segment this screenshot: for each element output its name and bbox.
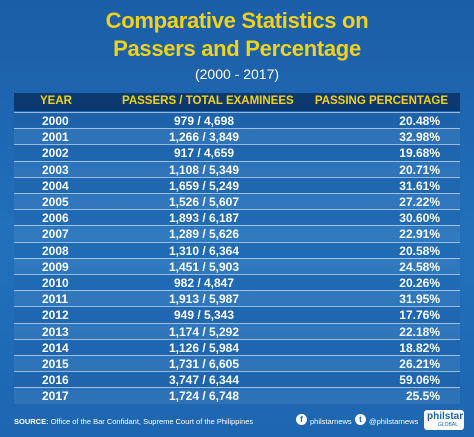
table-row: 2009 1,451 / 5,903 24.58% (14, 257, 460, 274)
logo-text: philstar (427, 411, 464, 422)
year-cell: 2015 (42, 357, 69, 371)
logo-sub: GLOBAL (438, 422, 459, 428)
percentage-cell: 31.61% (399, 178, 440, 193)
table-row: 2017 1,724 / 6,748 25.5% (14, 387, 460, 404)
passers-cell: 982 / 4,847 (173, 276, 235, 290)
passers-cell: 949 / 5,343 (173, 308, 235, 323)
passers-cell: 1,310 / 6,364 (168, 243, 240, 258)
facebook-handle: philstarnews (310, 417, 352, 426)
column-header: YEAR (40, 95, 72, 107)
percentage-cell: 27.22% (399, 195, 440, 209)
passers-cell: 1,451 / 5,903 (168, 259, 240, 274)
year-cell: 2007 (42, 227, 69, 242)
passers-cell: 1,659 / 5,249 (168, 178, 240, 193)
year-cell: 2016 (42, 373, 69, 388)
twitter-icon: t (355, 414, 366, 425)
twitter-handle: @philstarnews (369, 417, 419, 426)
percentage-cell: 59.06% (399, 373, 440, 388)
percentage-cell: 18.82% (399, 340, 440, 355)
table-row: 2015 1,731 / 6,605 26.21% (14, 355, 460, 372)
passers-cell: 1,526 / 5,607 (168, 195, 240, 209)
passers-cell: 1,289 / 5,626 (168, 227, 240, 242)
table-row: 2003 1,108 / 5,349 20.71% (14, 160, 460, 177)
table-header: YEAR PASSERS / TOTAL EXAMINEES PASSING P… (14, 93, 460, 111)
passers-cell: 1,126 / 5,984 (168, 340, 240, 355)
title-line: Comparative Statistics on (105, 8, 369, 33)
source-text: Office of the Bar Confidant, Supreme Cou… (50, 417, 254, 426)
passers-cell: 1,724 / 6,748 (168, 389, 240, 404)
percentage-cell: 19.68% (399, 146, 440, 161)
year-cell: 2013 (42, 324, 69, 339)
logo: philstar GLOBAL (424, 410, 464, 430)
year-cell: 2002 (42, 146, 69, 161)
percentage-cell: 32.98% (399, 130, 440, 145)
percentage-cell: 20.71% (399, 162, 440, 177)
passers-cell: 1,266 / 3,849 (168, 130, 240, 145)
table-row: 2002 917 / 4,659 19.68% (14, 144, 460, 160)
passers-cell: 1,731 / 6,605 (168, 357, 240, 371)
percentage-cell: 30.60% (399, 211, 440, 226)
year-cell: 2004 (42, 178, 69, 193)
percentage-cell: 20.58% (399, 243, 440, 258)
year-cell: 2003 (42, 162, 69, 177)
table-row: 2010 982 / 4,847 20.26% (14, 274, 460, 290)
facebook-icon: f (296, 414, 307, 425)
year-cell: 2014 (42, 340, 69, 355)
title-line: Passers and Percentage (113, 36, 361, 61)
passers-cell: 1,913 / 5,987 (168, 292, 240, 307)
year-cell: 2001 (42, 130, 69, 145)
percentage-cell: 17.76% (399, 308, 440, 323)
source: SOURCE: Office of the Bar Confidant, Sup… (14, 417, 253, 426)
column-header: PASSERS / TOTAL EXAMINEES (122, 95, 294, 107)
percentage-cell: 24.58% (399, 259, 440, 274)
year-cell: 2011 (42, 292, 69, 307)
passers-cell: 1,893 / 6,187 (168, 211, 240, 226)
table-row: 2013 1,174 / 5,292 22.18% (14, 322, 460, 339)
table-row: 2007 1,289 / 5,626 22.91% (14, 225, 460, 242)
passers-cell: 3,747 / 6,344 (168, 373, 240, 388)
year-cell: 2012 (42, 308, 69, 323)
percentage-cell: 22.91% (399, 227, 440, 242)
year-cell: 2006 (42, 211, 69, 226)
column-header: PASSING PERCENTAGE (314, 95, 448, 107)
table-row: 2012 949 / 5,343 17.76% (14, 306, 460, 322)
percentage-cell: 22.18% (399, 324, 440, 339)
source-label: SOURCE: (14, 417, 49, 426)
table-row: 2016 3,747 / 6,344 59.06% (14, 371, 460, 387)
year-cell: 2005 (42, 195, 69, 209)
table-row: 2011 1,913 / 5,987 31.95% (14, 290, 460, 307)
year-cell: 2009 (42, 259, 69, 274)
percentage-cell: 26.21% (399, 357, 440, 371)
year-cell: 2017 (42, 389, 69, 404)
percentage-cell: 20.48% (399, 114, 440, 128)
table-row: 2008 1,310 / 6,364 20.58% (14, 241, 460, 258)
table-row: 2014 1,126 / 5,984 18.82% (14, 338, 460, 355)
table-row: 2004 1,659 / 5,249 31.61% (14, 176, 460, 193)
year-cell: 2000 (42, 114, 69, 128)
table-row: 2001 1,266 / 3,849 32.98% (14, 128, 460, 145)
passers-cell: 979 / 4,698 (173, 114, 235, 128)
passers-cell: 917 / 4,659 (173, 146, 235, 161)
table-row: 2000 979 / 4,698 20.48% (14, 112, 460, 128)
passers-cell: 1,174 / 5,292 (168, 324, 240, 339)
table-row: 2006 1,893 / 6,187 30.60% (14, 209, 460, 225)
year-cell: 2010 (42, 276, 69, 290)
percentage-cell: 20.26% (399, 276, 440, 290)
table-row: 2005 1,526 / 5,607 27.22% (14, 193, 460, 210)
passers-cell: 1,108 / 5,349 (168, 162, 240, 177)
percentage-cell: 25.5% (405, 389, 440, 404)
percentage-cell: 31.95% (399, 292, 440, 307)
year-cell: 2008 (42, 243, 69, 258)
subtitle: (2000 - 2017) (194, 66, 280, 82)
